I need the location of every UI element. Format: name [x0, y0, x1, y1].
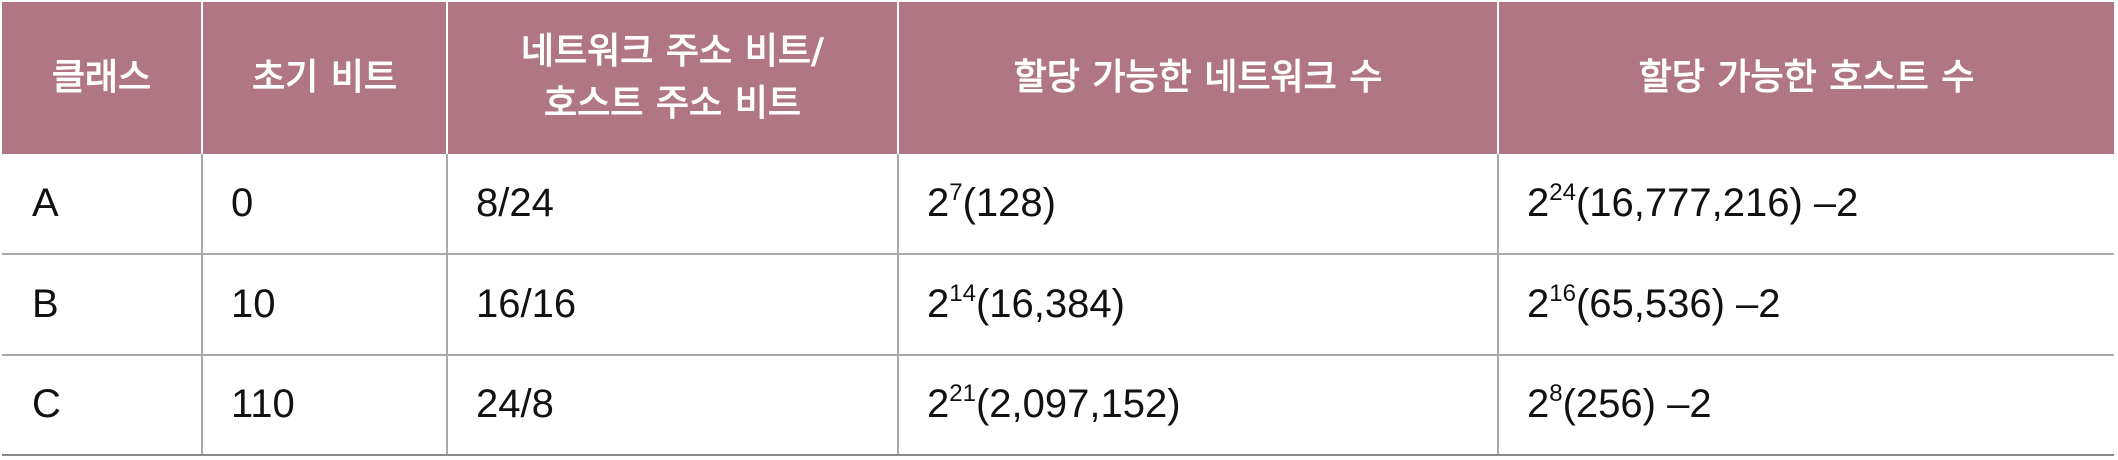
- cell-network-count: 221(2,097,152): [898, 354, 1499, 457]
- header-network-count: 할당 가능한 네트워크 수: [898, 2, 1499, 154]
- network-base: 2: [927, 181, 950, 226]
- header-address-bits-line1: 네트워크 주소 비트/: [520, 31, 825, 72]
- cell-network-count: 214(16,384): [898, 254, 1499, 356]
- network-value: (128): [962, 181, 1056, 226]
- host-value: (256) –2: [1562, 382, 1712, 427]
- network-exponent: 7: [949, 178, 963, 206]
- cell-class: B: [2, 254, 203, 356]
- host-base: 2: [1527, 181, 1550, 226]
- network-exponent: 14: [949, 279, 976, 307]
- table-header-row: 클래스 초기 비트 네트워크 주소 비트/ 호스트 주소 비트 할당 가능한 네…: [2, 2, 2114, 154]
- cell-class: C: [2, 354, 203, 457]
- cell-network-count: 27(128): [898, 154, 1499, 256]
- network-base: 2: [927, 281, 950, 326]
- cell-host-count: 216(65,536) –2: [1498, 254, 2114, 356]
- network-value: (2,097,152): [975, 382, 1181, 427]
- header-address-bits-line2: 호스트 주소 비트: [544, 83, 801, 124]
- header-class-text: 클래스: [51, 57, 152, 98]
- cell-host-count: 224(16,777,216) –2: [1498, 154, 2114, 256]
- header-class: 클래스: [2, 2, 203, 154]
- host-base: 2: [1527, 281, 1550, 326]
- cell-address-bits: 24/8: [447, 354, 899, 457]
- header-host-count-text: 할당 가능한 호스트 수: [1638, 57, 1975, 98]
- cell-address-bits: 16/16: [447, 254, 899, 356]
- cell-class: A: [2, 154, 203, 256]
- host-value: (65,536) –2: [1575, 281, 1781, 326]
- header-host-count: 할당 가능한 호스트 수: [1498, 2, 2114, 154]
- header-address-bits: 네트워크 주소 비트/ 호스트 주소 비트: [447, 2, 899, 154]
- host-exponent: 24: [1549, 178, 1576, 206]
- header-initial-bits-text: 초기 비트: [251, 57, 397, 98]
- header-network-count-text: 할당 가능한 네트워크 수: [1013, 57, 1383, 98]
- host-exponent: 16: [1549, 279, 1576, 307]
- host-exponent: 8: [1549, 380, 1563, 407]
- cell-initial-bits: 0: [202, 154, 448, 256]
- host-value: (16,777,216) –2: [1575, 181, 1859, 226]
- network-value: (16,384): [975, 281, 1125, 326]
- network-base: 2: [927, 382, 950, 427]
- cell-address-bits: 8/24: [447, 154, 899, 256]
- cell-host-count: 28(256) –2: [1498, 354, 2114, 457]
- network-exponent: 21: [949, 380, 976, 407]
- cell-initial-bits: 10: [202, 254, 448, 356]
- table-row: B 10 16/16 214(16,384) 216(65,536) –2: [2, 254, 2114, 356]
- table-row: C 110 24/8 221(2,097,152) 28(256) –2: [2, 354, 2114, 457]
- table-row: A 0 8/24 27(128) 224(16,777,216) –2: [2, 154, 2114, 256]
- header-initial-bits: 초기 비트: [202, 2, 448, 154]
- cell-initial-bits: 110: [202, 354, 448, 457]
- host-base: 2: [1527, 382, 1550, 427]
